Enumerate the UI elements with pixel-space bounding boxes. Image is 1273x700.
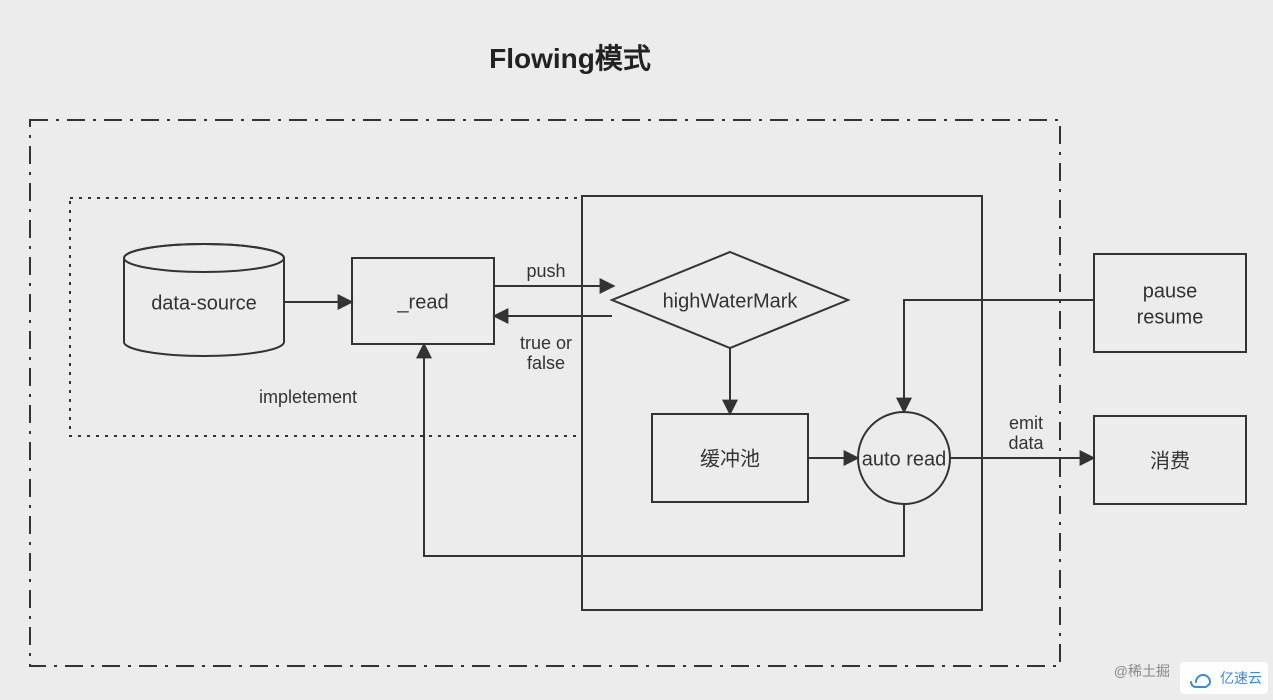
read-node: _read [352,258,494,344]
autoread-node: auto read [858,412,950,504]
watermark-text: @稀土掘 [1114,663,1170,679]
data-source-node: data-source [124,244,284,356]
consume-label: 消费 [1150,449,1190,472]
autoread-label: auto read [862,448,947,470]
highwatermark-label: highWaterMark [663,290,799,312]
resume-label: resume [1137,306,1204,328]
brand-label: 亿速云 [1220,670,1262,686]
buffer-node: 缓冲池 [652,414,808,502]
consume-node: 消费 [1094,416,1246,504]
pause-label: pause [1143,280,1198,302]
return-label-1: true or [520,333,572,353]
emit-label-1: emit [1009,413,1043,433]
implement-label: impletement [259,387,357,407]
brand-logo: 亿速云 [1180,662,1268,694]
buffer-label: 缓冲池 [700,447,760,470]
emit-label-2: data [1008,433,1044,453]
read-label: _read [396,291,448,313]
return-label-2: false [527,353,565,373]
push-label: push [526,261,565,281]
pause-resume-node: pause resume [1094,254,1246,352]
data-source-label: data-source [151,292,257,314]
diagram-title: Flowing模式 [489,43,651,74]
